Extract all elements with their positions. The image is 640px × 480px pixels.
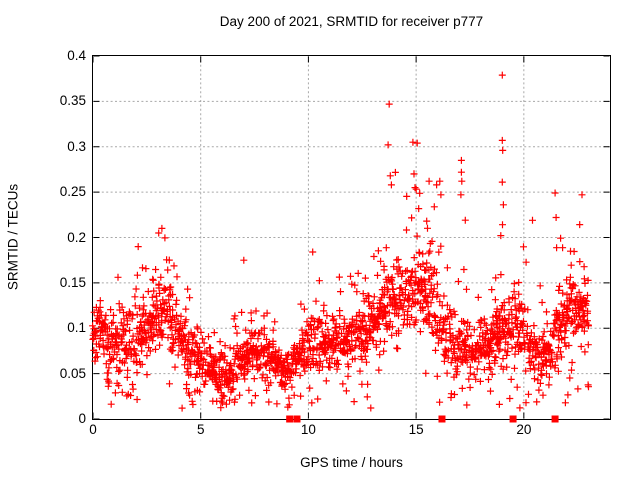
x-axis-label: GPS time / hours [300,455,403,470]
y-tick-label: 0.15 [59,274,86,290]
grid-lines [93,56,610,419]
y-tick-label: 0.3 [67,138,86,154]
y-tick-label: 0.1 [67,320,86,336]
event-square-marker [551,415,559,423]
y-tick-label: 0.4 [67,48,86,63]
y-tick-label: 0.2 [67,229,86,245]
event-square-marker [293,415,301,423]
y-tick-label: 0.05 [59,365,86,381]
x-tick-label: 20 [516,422,532,437]
x-tick-label: 0 [89,422,97,437]
y-tick-label: 0 [78,411,86,426]
chart-title: Day 200 of 2021, SRMTID for receiver p77… [219,14,484,29]
event-square-marker [438,415,446,423]
plot-border [92,55,611,420]
event-square-marker [286,415,294,423]
x-tick-label: 10 [300,422,316,437]
y-tick-label: 0.35 [59,93,86,109]
scatter-points [89,71,592,412]
x-tick-label: 15 [408,422,424,437]
x-tick-label: 5 [196,422,205,437]
y-tick-label: 0.25 [59,184,86,200]
event-square-marker [509,415,517,423]
